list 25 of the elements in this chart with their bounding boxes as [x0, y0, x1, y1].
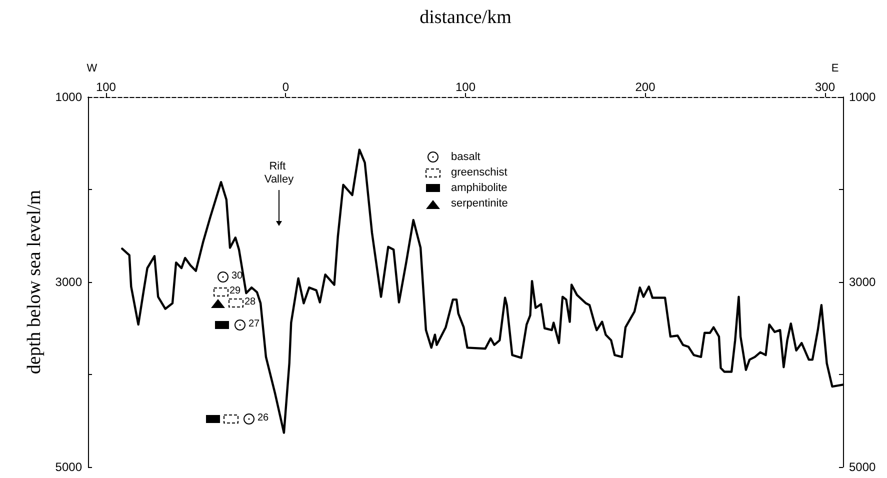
annotation: amphibolite — [451, 182, 508, 194]
x-tick-label: 100 — [455, 80, 476, 94]
x-tick-label: 200 — [635, 80, 656, 94]
y2-tick-label: 5000 — [849, 460, 876, 474]
annotation: basalt — [451, 151, 480, 163]
text: W — [86, 62, 98, 74]
y2-tick-label: 3000 — [849, 275, 876, 289]
annotation: serpentinite — [451, 198, 508, 210]
y-tick-label: 5000 — [55, 460, 82, 474]
y2-tick-label: 1000 — [849, 90, 876, 104]
x-axis-title: distance/km — [420, 7, 512, 28]
annotation: greenschist — [451, 166, 508, 178]
annotation: 30 — [231, 270, 243, 282]
y-tick-label: 1000 — [55, 90, 82, 104]
y-tick-label: 3000 — [55, 275, 82, 289]
annotation: 28 — [244, 296, 256, 308]
annotation: Rift Valley — [264, 160, 294, 186]
annotation: 27 — [248, 318, 260, 330]
x-tick-label: 100 — [96, 80, 116, 94]
text: E — [831, 62, 839, 74]
annotation: 29 — [229, 286, 241, 296]
x-tick-label: 300 — [815, 80, 836, 94]
x-tick-label: 0 — [282, 80, 290, 94]
annotation: 26 — [257, 412, 269, 424]
y-axis-title: depth below sea level/m — [24, 190, 45, 374]
